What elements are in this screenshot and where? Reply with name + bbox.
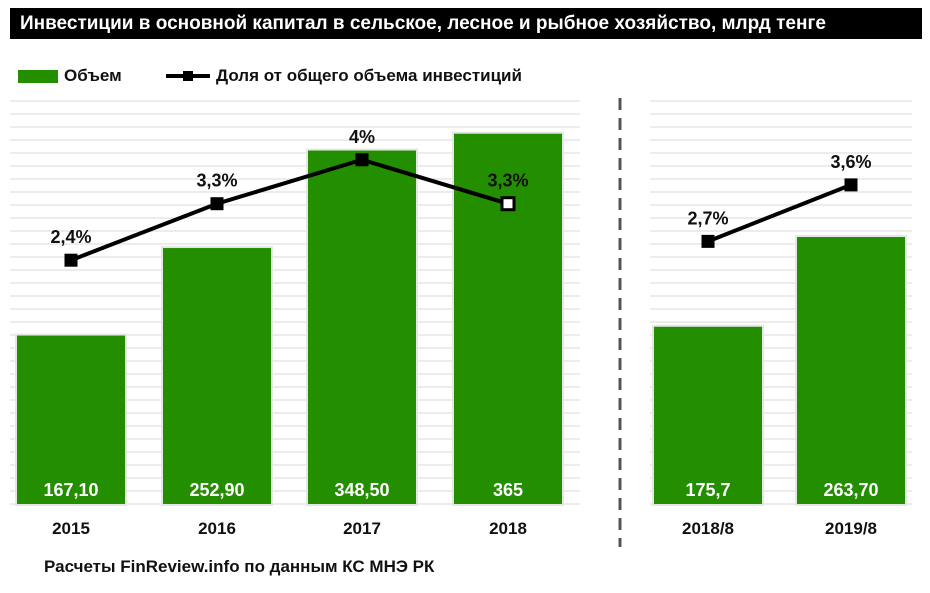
bar <box>795 235 907 506</box>
share-value-label: 3,3% <box>196 171 237 191</box>
x-tick-label: 2019/8 <box>825 519 877 538</box>
bar-value-label: 263,70 <box>823 480 878 500</box>
x-tick-label: 2015 <box>52 519 90 538</box>
x-tick-label: 2018 <box>489 519 527 538</box>
x-tick-label: 2018/8 <box>682 519 734 538</box>
x-tick-label: 2017 <box>343 519 381 538</box>
legend-label-volume: Объем <box>64 66 122 85</box>
share-value-label: 2,4% <box>50 227 91 247</box>
share-marker <box>210 197 224 211</box>
bar <box>15 333 127 507</box>
share-line <box>70 157 509 263</box>
share-marker <box>64 253 78 267</box>
share-marker <box>355 153 369 167</box>
bar-value-label: 348,50 <box>334 480 389 500</box>
legend-item-share: Доля от общего объема инвестиций <box>166 66 522 86</box>
legend-line-swatch <box>166 69 210 83</box>
bar <box>652 324 764 507</box>
share-value-label: 3,3% <box>487 171 528 191</box>
source-note: Расчеты FinReview.info по данным КС МНЭ … <box>44 557 435 576</box>
bar <box>306 148 418 506</box>
share-marker <box>844 178 858 192</box>
share-line <box>707 183 852 244</box>
share-marker <box>500 196 516 212</box>
legend-bar-swatch <box>18 69 58 83</box>
bar-value-label: 175,7 <box>685 480 730 500</box>
bar-value-label: 167,10 <box>43 480 98 500</box>
share-value-label: 2,7% <box>687 208 728 228</box>
bar-value-label: 252,90 <box>189 480 244 500</box>
share-marker <box>701 234 715 248</box>
share-value-label: 4% <box>349 127 375 147</box>
legend-item-volume: Объем <box>18 66 122 86</box>
share-value-label: 3,6% <box>830 152 871 172</box>
x-tick-label: 2016 <box>198 519 236 538</box>
bar-value-label: 365 <box>493 480 523 500</box>
bar <box>161 246 273 507</box>
legend-label-share: Доля от общего объема инвестиций <box>216 66 522 85</box>
chart-title: Инвестиции в основной капитал в сельское… <box>10 8 922 39</box>
